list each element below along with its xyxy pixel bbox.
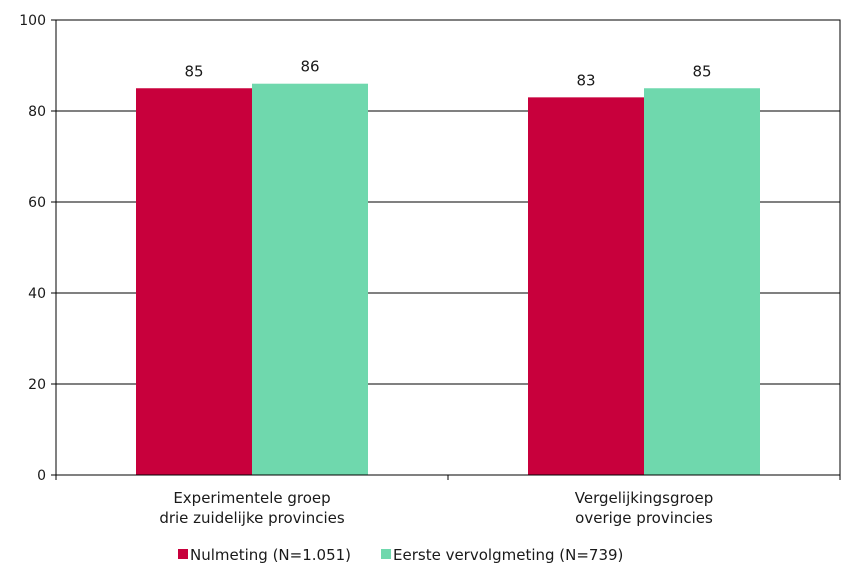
data-label-0-1: 86: [300, 58, 319, 76]
data-label-1-0: 83: [576, 71, 595, 89]
data-label-1-1: 85: [692, 62, 711, 80]
y-tick-label-100: 100: [19, 13, 46, 29]
legend-swatch-1: [381, 549, 392, 559]
bar-0-0: [136, 88, 252, 475]
plot-frame: [55, 19, 841, 476]
legend-label-1: Eerste vervolgmeting (N=739): [393, 546, 623, 564]
category-label-1-0: Vergelijkingsgroep: [575, 489, 713, 507]
y-tick-label-20: 20: [28, 377, 46, 393]
y-tick-label-80: 80: [28, 104, 46, 120]
bar-0-1: [252, 83, 368, 475]
category-label-1-1: overige provincies: [575, 509, 713, 527]
y-tick-label-0: 0: [37, 468, 46, 484]
legend-swatch-0: [178, 549, 188, 559]
bar-1-1: [644, 88, 760, 475]
y-tick-label-60: 60: [28, 195, 46, 211]
category-label-0-0: Experimentele groep: [173, 489, 330, 507]
bar-1-0: [528, 97, 644, 475]
data-label-0-0: 85: [184, 62, 203, 80]
category-label-0-1: drie zuidelijke provincies: [159, 509, 345, 527]
y-tick-label-40: 40: [28, 286, 46, 302]
legend-label-0: Nulmeting (N=1.051): [190, 546, 351, 564]
